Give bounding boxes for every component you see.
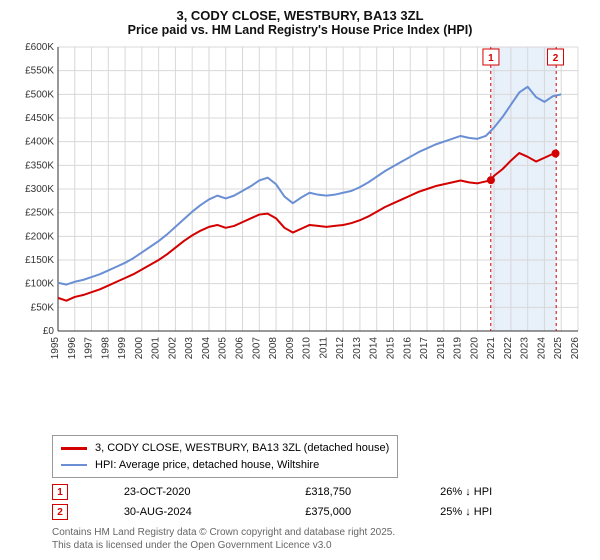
legend-box: 3, CODY CLOSE, WESTBURY, BA13 3ZL (detac… [52,435,398,478]
svg-text:£350K: £350K [25,160,54,171]
legend-swatch [61,464,87,467]
svg-text:1995: 1995 [50,337,61,360]
svg-text:2004: 2004 [201,337,212,360]
chart-plot-area: £0 £50K £100K £150K £200K £250K £300K £350K £400… [12,41,588,429]
svg-text:£150K: £150K [25,255,54,266]
svg-text:2016: 2016 [402,337,413,360]
marker-number-box: 1 [52,484,68,500]
legend-row: HPI: Average price, detached house, Wilt… [61,457,389,474]
svg-text:2003: 2003 [184,337,195,360]
attribution-text: Contains HM Land Registry data © Crown c… [52,526,588,552]
svg-text:2014: 2014 [369,337,380,360]
marker-price: £318,750 [305,482,440,502]
marker-delta: 26% ↓ HPI [440,482,588,502]
svg-text:2008: 2008 [268,337,279,360]
marker-row: 1 23-OCT-2020£318,75026% ↓ HPI [52,482,588,502]
marker-delta: 25% ↓ HPI [440,502,588,522]
svg-text:£550K: £550K [25,66,54,77]
svg-text:2025: 2025 [553,337,564,360]
chart-container: 3, CODY CLOSE, WESTBURY, BA13 3ZL Price … [0,0,600,560]
svg-text:2000: 2000 [134,337,145,360]
legend-swatch [61,447,87,450]
svg-text:1998: 1998 [100,337,111,360]
svg-text:2023: 2023 [520,337,531,360]
svg-text:2017: 2017 [419,337,430,360]
svg-text:2007: 2007 [251,337,262,360]
svg-text:2024: 2024 [536,337,547,360]
svg-text:2011: 2011 [318,337,329,359]
svg-text:£300K: £300K [25,184,54,195]
svg-text:£50K: £50K [31,302,55,313]
legend-label: HPI: Average price, detached house, Wilt… [95,457,319,474]
svg-text:£500K: £500K [25,89,54,100]
chart-svg: £0 £50K £100K £150K £200K £250K £300K £350K £400… [12,41,588,381]
marker-row: 2 30-AUG-2024£375,00025% ↓ HPI [52,502,588,522]
attribution-line2: This data is licensed under the Open Gov… [52,539,588,552]
svg-text:£200K: £200K [25,231,54,242]
svg-text:2012: 2012 [335,337,346,360]
svg-text:1: 1 [488,53,494,64]
svg-text:2010: 2010 [302,337,313,360]
svg-text:2002: 2002 [167,337,178,360]
attribution-line1: Contains HM Land Registry data © Crown c… [52,526,588,539]
svg-text:2026: 2026 [570,337,581,360]
svg-text:£0: £0 [43,326,55,337]
markers-table: 1 23-OCT-2020£318,75026% ↓ HPI 2 30-AUG-202… [52,482,588,522]
svg-text:2015: 2015 [385,337,396,360]
svg-text:2005: 2005 [218,337,229,360]
svg-text:2020: 2020 [469,337,480,360]
svg-text:£250K: £250K [25,208,54,219]
svg-text:2009: 2009 [285,337,296,360]
legend-row: 3, CODY CLOSE, WESTBURY, BA13 3ZL (detac… [61,440,389,457]
marker-date: 23-OCT-2020 [124,482,305,502]
svg-text:2: 2 [553,53,559,64]
svg-text:£450K: £450K [25,113,54,124]
chart-title: 3, CODY CLOSE, WESTBURY, BA13 3ZL [12,8,588,23]
svg-text:1997: 1997 [84,337,95,360]
svg-text:2022: 2022 [503,337,514,360]
legend-label: 3, CODY CLOSE, WESTBURY, BA13 3ZL (detac… [95,440,389,457]
svg-text:£400K: £400K [25,137,54,148]
chart-subtitle: Price paid vs. HM Land Registry's House … [12,23,588,37]
svg-text:1996: 1996 [67,337,78,360]
svg-text:2013: 2013 [352,337,363,360]
svg-text:2018: 2018 [436,337,447,360]
svg-text:£600K: £600K [25,42,54,53]
marker-price: £375,000 [305,502,440,522]
svg-text:2019: 2019 [453,337,464,360]
svg-text:2001: 2001 [151,337,162,360]
svg-text:1999: 1999 [117,337,128,360]
marker-date: 30-AUG-2024 [124,502,305,522]
svg-text:2006: 2006 [235,337,246,360]
svg-text:2021: 2021 [486,337,497,360]
marker-number-box: 2 [52,504,68,520]
svg-text:£100K: £100K [25,279,54,290]
